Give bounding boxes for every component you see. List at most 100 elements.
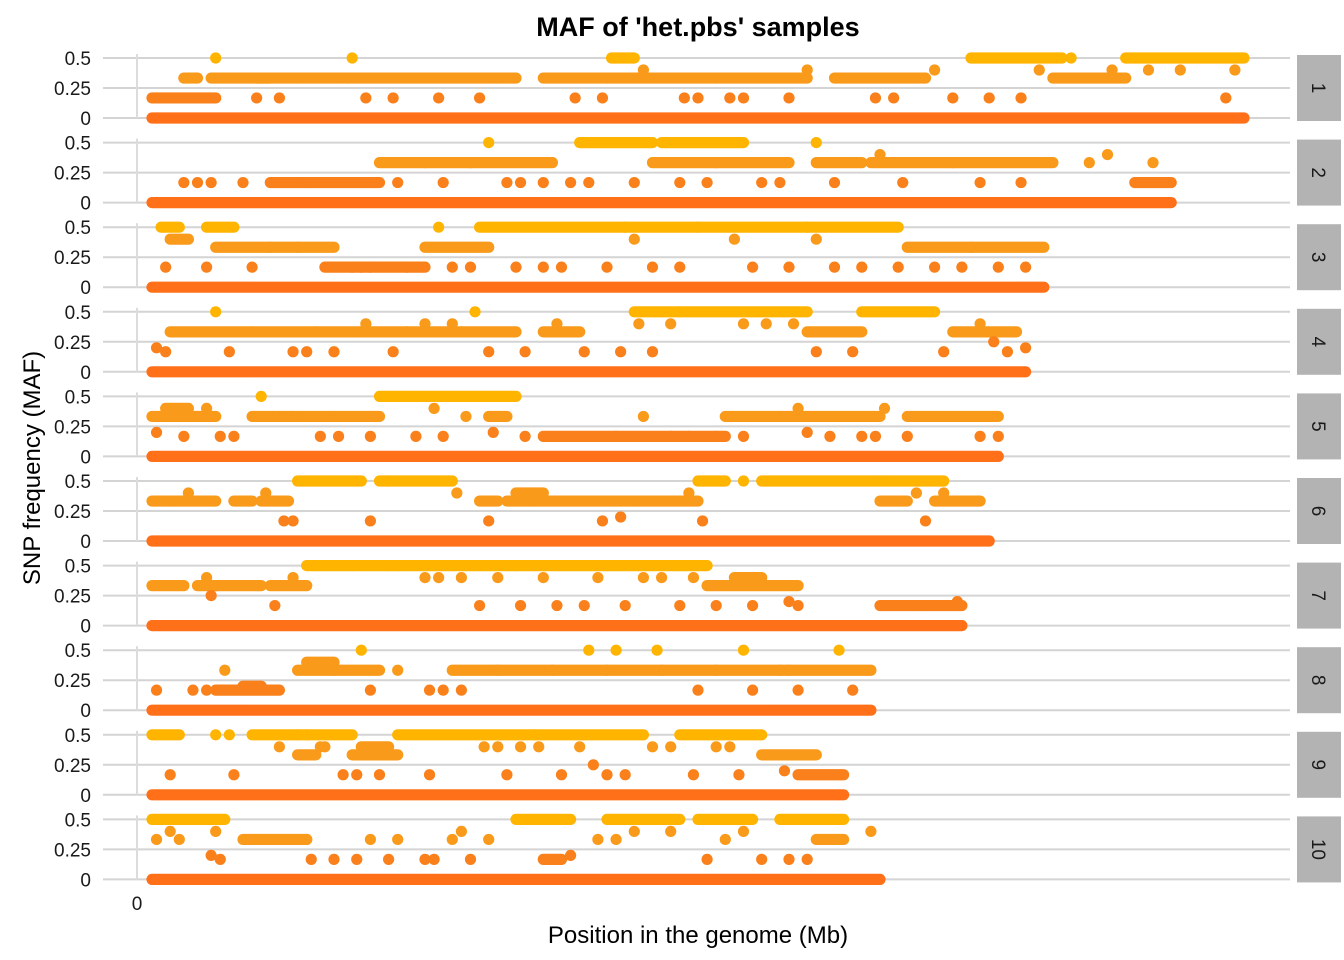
facet-panel: 0 0.25 0.5 4: [54, 303, 1341, 384]
snp-point: [1020, 342, 1032, 354]
snp-point: [223, 729, 235, 741]
snp-point: [555, 769, 568, 781]
snp-point: [237, 176, 249, 189]
snp-point: [637, 64, 650, 76]
facet-panel: 0 0.25 0.5 2: [54, 134, 1341, 215]
snp-point: [387, 92, 399, 104]
snp-point: [182, 487, 194, 499]
snp-point: [592, 572, 604, 584]
snp-point: [205, 176, 217, 189]
snp-point: [419, 572, 431, 584]
y-tick-label: 0.5: [65, 49, 91, 70]
snp-point: [974, 318, 986, 330]
snp-point: [646, 261, 659, 273]
snp-point: [287, 572, 299, 584]
facet-strip: [1297, 224, 1341, 291]
snp-point: [719, 833, 731, 846]
snp-point: [187, 684, 199, 696]
snp-point: [783, 92, 795, 104]
snp-point: [205, 849, 217, 862]
snp-point: [351, 853, 363, 865]
snp-point: [537, 176, 549, 189]
snp-point: [778, 765, 791, 777]
snp-point: [483, 515, 495, 527]
facet-strip-label: 8: [1307, 675, 1328, 686]
y-tick-label: 0.5: [65, 557, 91, 578]
snp-point: [828, 261, 841, 273]
snp-point: [150, 833, 163, 846]
snp-point: [878, 402, 891, 414]
snp-point: [869, 430, 882, 442]
snp-point: [292, 72, 304, 84]
facet-strip: [1297, 816, 1341, 883]
facet-panel: 0 0.25 0.5 3: [54, 218, 1341, 299]
snp-point: [292, 729, 304, 741]
snp-point: [687, 572, 700, 584]
snp-point: [646, 346, 659, 358]
snp-point: [537, 261, 549, 273]
facet-panel: 0 0.25 0.5 9: [54, 726, 1341, 807]
facet-strip: [1297, 308, 1341, 375]
facet-panel: 0 0.25 0.5 7: [54, 557, 1341, 638]
y-tick-label: 0.25: [54, 164, 91, 185]
x-axis-label: Position in the genome (Mb): [548, 922, 848, 949]
snp-point: [737, 825, 750, 838]
facet-strip-label: 2: [1307, 167, 1328, 178]
snp-point: [792, 684, 804, 696]
snp-point: [433, 572, 445, 584]
snp-point: [501, 769, 513, 781]
snp-point: [360, 318, 372, 330]
snp-point: [856, 261, 868, 273]
snp-point: [301, 833, 313, 846]
snp-point: [833, 644, 845, 656]
snp-point: [737, 644, 750, 656]
snp-point: [596, 515, 609, 527]
snp-point: [628, 176, 640, 189]
snp-point: [1033, 64, 1045, 76]
snp-point: [692, 92, 704, 104]
snp-point: [810, 233, 822, 245]
snp-point: [210, 306, 222, 318]
snp-point: [683, 430, 695, 442]
snp-point: [551, 599, 563, 612]
snp-point: [201, 402, 213, 414]
snp-point: [674, 261, 686, 273]
y-tick-label: 0.5: [65, 134, 91, 155]
y-tick-label: 0.5: [65, 387, 91, 408]
x-tick-label: 0: [132, 894, 143, 915]
snp-point: [260, 487, 272, 499]
snp-point: [555, 261, 568, 273]
snp-point: [428, 853, 440, 865]
snp-point: [724, 741, 736, 753]
facet-strip-label: 4: [1307, 337, 1328, 348]
snp-point: [587, 759, 599, 771]
snp-point: [733, 769, 745, 781]
snp-point: [1015, 176, 1027, 189]
snp-point: [728, 233, 741, 245]
snp-point: [219, 664, 231, 676]
y-tick-label: 0.25: [54, 587, 91, 608]
snp-point: [223, 346, 235, 358]
snp-point: [246, 261, 258, 273]
y-tick-label: 0.5: [65, 726, 91, 747]
y-tick-label: 0.25: [54, 840, 91, 861]
snp-point: [1106, 64, 1118, 76]
snp-point: [888, 92, 900, 104]
snp-point: [865, 825, 877, 838]
y-tick-label: 0: [80, 701, 91, 722]
snp-point: [956, 261, 968, 273]
facet-strip-label: 10: [1307, 839, 1328, 860]
snp-point: [665, 318, 677, 330]
snp-point: [269, 599, 281, 612]
snp-point: [992, 261, 1004, 273]
facet-strip-label: 9: [1307, 760, 1328, 771]
snp-point: [783, 596, 795, 608]
snp-point: [392, 833, 404, 846]
snp-point: [228, 430, 240, 442]
snp-point: [774, 176, 786, 189]
snp-point: [596, 92, 609, 104]
snp-point: [364, 833, 376, 846]
snp-point: [173, 833, 185, 846]
snp-point: [483, 833, 495, 846]
snp-point: [1220, 92, 1232, 104]
